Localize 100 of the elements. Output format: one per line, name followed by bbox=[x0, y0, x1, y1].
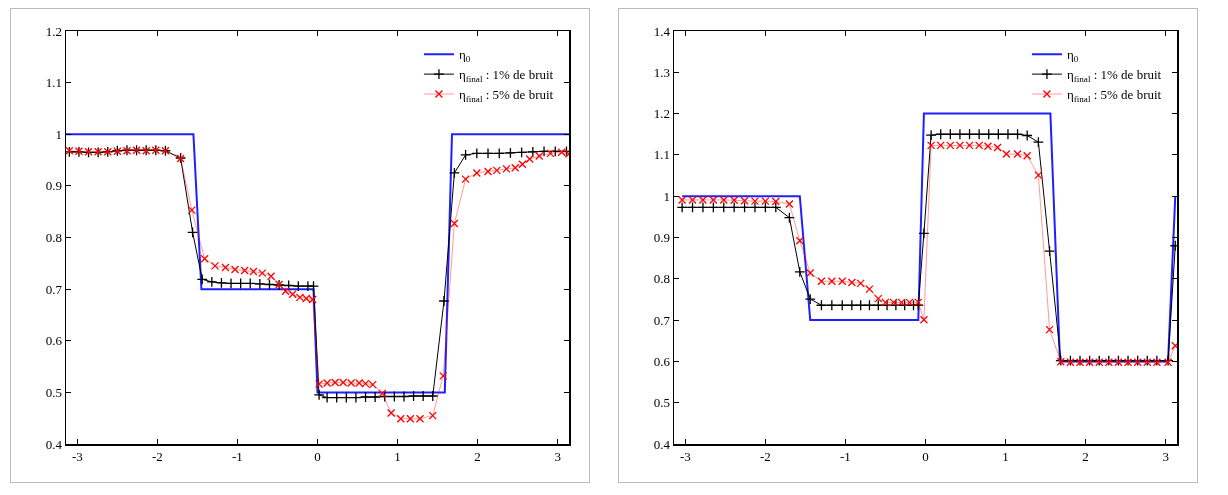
point bbox=[369, 391, 381, 403]
y-tick-label: 0.9 bbox=[653, 230, 670, 246]
point bbox=[1012, 128, 1024, 140]
point bbox=[1032, 136, 1044, 148]
legend-label: η$_{final}$ : 5% de bruit bbox=[458, 87, 554, 104]
point bbox=[935, 128, 947, 140]
point bbox=[719, 195, 728, 205]
point bbox=[1034, 170, 1043, 180]
point bbox=[783, 212, 795, 224]
point bbox=[266, 272, 276, 281]
point bbox=[944, 128, 956, 140]
point bbox=[283, 279, 295, 292]
x-tick-label: 3 bbox=[554, 449, 561, 465]
point bbox=[806, 268, 815, 278]
point bbox=[472, 168, 481, 178]
point bbox=[718, 201, 730, 213]
point bbox=[739, 201, 751, 213]
point bbox=[750, 197, 760, 206]
point bbox=[398, 390, 410, 403]
y-tick-label: 0.9 bbox=[45, 178, 62, 194]
point bbox=[874, 294, 883, 303]
x-tick-label: 1 bbox=[1002, 449, 1009, 465]
point bbox=[307, 280, 320, 292]
point bbox=[225, 277, 237, 289]
point bbox=[206, 276, 218, 288]
x-tick-label: 0 bbox=[922, 449, 929, 465]
point bbox=[817, 277, 826, 286]
legend-label: η$_{0}$ bbox=[1066, 47, 1079, 65]
point bbox=[770, 201, 782, 213]
point bbox=[200, 254, 209, 263]
y-tick-label: 0.5 bbox=[45, 384, 62, 400]
y-tick-label: 0.8 bbox=[653, 271, 670, 287]
point bbox=[698, 195, 708, 205]
y-tick-label: 1.4 bbox=[653, 23, 671, 39]
point bbox=[321, 391, 333, 404]
legend-label: η$_{0}$ bbox=[458, 47, 471, 65]
point bbox=[428, 411, 437, 420]
y-tick-label: 0.7 bbox=[45, 281, 63, 297]
y-tick-label: 0.8 bbox=[45, 230, 62, 246]
point bbox=[1021, 129, 1033, 142]
point bbox=[1002, 149, 1011, 159]
x-tick-label: -1 bbox=[840, 449, 851, 465]
point bbox=[846, 299, 858, 311]
point bbox=[187, 226, 199, 238]
y-tick-label: 0.7 bbox=[653, 312, 671, 328]
point bbox=[973, 128, 985, 140]
point bbox=[815, 299, 827, 311]
point bbox=[865, 284, 874, 294]
point bbox=[925, 129, 937, 141]
point bbox=[730, 196, 739, 205]
point bbox=[535, 151, 544, 161]
point bbox=[954, 128, 966, 140]
point bbox=[340, 391, 352, 404]
y-tick-label: 1.1 bbox=[653, 147, 670, 163]
x-tick-label: 0 bbox=[314, 449, 321, 465]
point bbox=[759, 201, 771, 213]
point bbox=[1002, 128, 1014, 140]
point bbox=[963, 128, 976, 140]
point bbox=[697, 201, 709, 213]
point bbox=[350, 391, 362, 404]
x-tick-label: 2 bbox=[474, 449, 481, 465]
point bbox=[709, 195, 718, 205]
point bbox=[448, 167, 460, 179]
point bbox=[686, 201, 699, 213]
point bbox=[292, 280, 304, 292]
x-tick-label: 3 bbox=[1162, 449, 1169, 465]
point bbox=[676, 201, 688, 213]
point bbox=[688, 195, 697, 205]
point bbox=[538, 145, 550, 157]
point bbox=[527, 146, 539, 158]
point bbox=[761, 197, 770, 206]
point bbox=[417, 390, 429, 402]
legend-label: η$_{final}$ : 5% de bruit bbox=[1066, 87, 1162, 104]
point bbox=[836, 299, 848, 311]
point bbox=[196, 273, 208, 285]
legend-label: η$_{final}$ : 1% de bruit bbox=[1066, 67, 1162, 84]
point bbox=[379, 390, 391, 403]
point bbox=[388, 390, 400, 403]
point bbox=[359, 391, 372, 403]
y-tick-label: 1.2 bbox=[45, 23, 62, 39]
point bbox=[525, 154, 534, 164]
y-tick-label: 1.2 bbox=[653, 106, 670, 122]
point bbox=[918, 227, 930, 239]
point bbox=[855, 299, 867, 311]
point bbox=[794, 266, 806, 278]
point bbox=[546, 149, 555, 158]
point bbox=[187, 205, 196, 215]
point bbox=[728, 201, 740, 213]
point bbox=[516, 146, 528, 158]
x-tick-label: -3 bbox=[679, 449, 691, 465]
y-tick-label: 0.6 bbox=[653, 353, 671, 369]
x-tick-label: -1 bbox=[232, 449, 243, 465]
point bbox=[254, 278, 266, 290]
point bbox=[378, 389, 387, 398]
point bbox=[210, 261, 220, 271]
point bbox=[471, 147, 483, 159]
point bbox=[427, 390, 439, 402]
point bbox=[387, 408, 396, 418]
point bbox=[439, 371, 448, 380]
point bbox=[504, 147, 516, 159]
